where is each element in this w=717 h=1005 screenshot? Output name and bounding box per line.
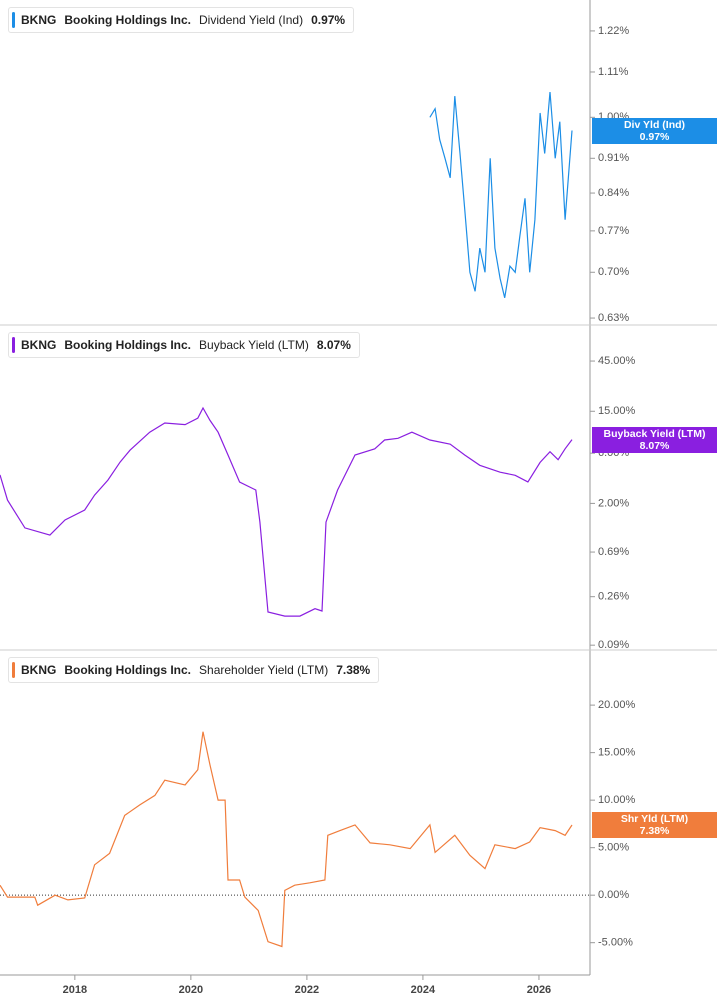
y-tick-label: 10.00% [598,794,636,806]
y-tick-label: 1.11% [598,66,629,78]
y-tick-label: 15.00% [598,747,636,759]
series-line [429,91,573,298]
badge-value: 0.97% [639,130,670,143]
y-tick-label: 2.00% [598,497,629,509]
metric-value: 8.07% [316,338,351,352]
y-tick-label: 0.70% [598,266,629,278]
y-tick-label: 0.63% [598,312,629,324]
x-tick-label: 2018 [63,984,87,996]
y-tick-label: -5.00% [598,937,633,949]
y-tick-label: 0.26% [598,591,629,603]
legend-color-bar [12,12,15,28]
legend-header: BKNG Booking Holdings Inc. Shareholder Yie… [8,657,380,683]
y-tick-label: 0.84% [598,187,629,199]
badge-label: Div Yld (Ind) [623,118,686,131]
company-name: Booking Holdings Inc. [64,13,192,27]
x-tick-label: 2024 [411,984,436,996]
last-value-badge: Buyback Yield (LTM) 8.07% [592,426,717,453]
y-tick-label: 1.22% [598,25,629,37]
badge-value: 8.07% [639,439,670,452]
company-name: Booking Holdings Inc. [64,663,192,677]
last-value-badge: Shr Yld (LTM) 7.38% [592,812,717,839]
y-tick-label: 0.09% [598,639,629,651]
x-tick-label: 2026 [527,984,551,996]
y-tick-label: 0.00% [598,889,629,901]
y-tick-label: 45.00% [598,355,636,367]
badge-value: 7.38% [639,825,670,838]
series-line [0,406,573,617]
metric-value: 7.38% [336,663,371,677]
company-name: Booking Holdings Inc. [64,338,192,352]
ticker: BKNG [21,338,57,352]
legend-header: BKNG Booking Holdings Inc. Buyback Yield (… [8,332,360,358]
y-tick-label: 0.91% [598,152,629,164]
series-line [0,731,573,948]
badge-label: Shr Yld (LTM) [620,813,689,826]
legend-color-bar [12,662,15,678]
y-tick-label: 20.00% [598,699,636,711]
last-value-badge: Div Yld (Ind) 0.97% [592,117,717,144]
y-tick-label: 15.00% [598,405,636,417]
metric-name: Dividend Yield (Ind) [199,13,304,27]
legend-color-bar [12,337,15,353]
metric-name: Buyback Yield (LTM) [199,338,309,352]
legend-header: BKNG Booking Holdings Inc. Dividend Yield … [8,7,355,33]
ticker: BKNG [21,13,57,27]
badge-label: Buyback Yield (LTM) [603,427,706,440]
metric-value: 0.97% [311,13,346,27]
x-tick-label: 2020 [179,984,203,996]
y-tick-label: 0.69% [598,546,629,558]
metric-name: Shareholder Yield (LTM) [199,663,329,677]
x-tick-label: 2022 [295,984,319,996]
ticker: BKNG [21,663,57,677]
y-tick-label: 0.77% [598,225,629,237]
y-tick-label: 5.00% [598,842,629,854]
